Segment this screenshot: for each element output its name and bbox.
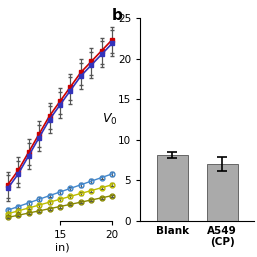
Y-axis label: $V_0$: $V_0$ xyxy=(102,112,117,127)
X-axis label: in): in) xyxy=(55,243,70,253)
Bar xyxy=(157,155,188,221)
Bar xyxy=(207,164,237,221)
Text: b: b xyxy=(112,8,122,23)
